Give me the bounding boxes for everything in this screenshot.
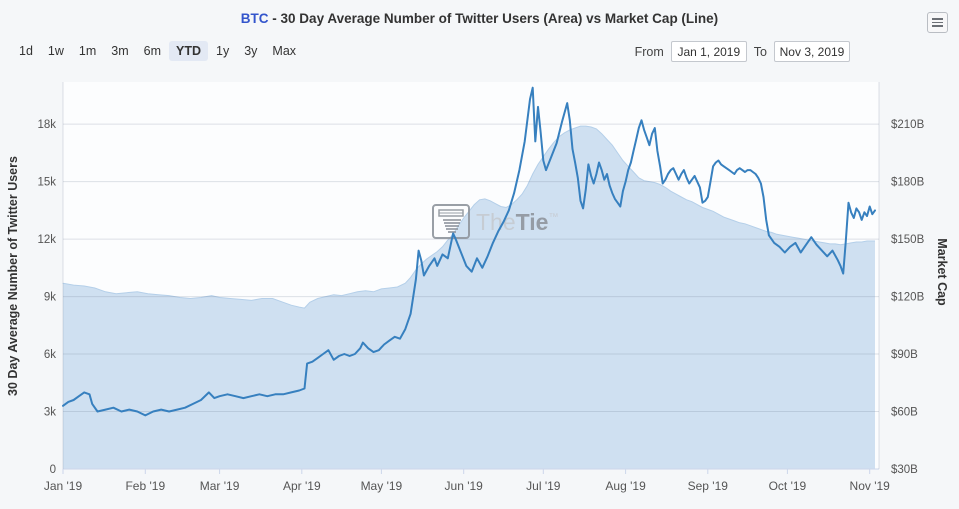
left-axis-tick-label: 18k xyxy=(37,119,56,131)
thetie-watermark-text: TheTie™ xyxy=(476,209,558,235)
right-axis-tick-label: $180B xyxy=(891,177,925,189)
right-axis-tick-label: $90B xyxy=(891,349,918,361)
chart-context-menu-button[interactable] xyxy=(927,12,948,33)
to-date-input[interactable] xyxy=(774,41,850,62)
to-label: To xyxy=(753,44,767,59)
x-axis-label: Nov '19 xyxy=(850,479,891,493)
chart-title-text: - 30 Day Average Number of Twitter Users… xyxy=(268,11,719,26)
market-cap-line-series xyxy=(62,86,876,417)
x-axis-label: Oct '19 xyxy=(769,479,807,493)
x-axis-label: Jan '19 xyxy=(44,479,83,493)
hamburger-icon xyxy=(932,18,943,20)
x-axis-label: Mar '19 xyxy=(200,479,240,493)
x-axis-label: Feb '19 xyxy=(125,479,165,493)
range-button-1y[interactable]: 1y xyxy=(216,44,230,58)
x-axis-label: Jul '19 xyxy=(526,479,561,493)
right-axis-tick-label: $210B xyxy=(891,119,925,131)
right-axis-tick-label: $120B xyxy=(891,292,925,304)
thetie-watermark-logo: TheTie™ xyxy=(432,204,558,239)
left-axis-tick-label: 6k xyxy=(44,349,56,361)
left-axis-tick-label: 15k xyxy=(37,177,56,189)
right-axis-tick-label: $60B xyxy=(891,407,918,419)
left-axis-tick-label: 3k xyxy=(44,407,56,419)
range-button-1m[interactable]: 1m xyxy=(78,44,97,58)
left-axis-tick-label: 0 xyxy=(50,464,56,476)
from-label: From xyxy=(634,44,664,59)
thetie-icon xyxy=(432,204,470,239)
right-axis-tick-label: $30B xyxy=(891,464,918,476)
x-axis-label: Aug '19 xyxy=(605,479,646,493)
range-button-ytd[interactable]: YTD xyxy=(169,41,209,61)
x-axis-label: Apr '19 xyxy=(283,479,321,493)
x-axis-label: Sep '19 xyxy=(688,479,729,493)
range-button-3m[interactable]: 3m xyxy=(111,44,129,58)
left-axis-tick-label: 12k xyxy=(37,234,56,246)
range-toolbar: 1d 1w 1m 3m 6m YTD 1y 3y Max From To xyxy=(0,41,959,65)
range-button-max[interactable]: Max xyxy=(272,44,297,58)
right-axis-tick-label: $150B xyxy=(891,234,925,246)
left-axis-tick-label: 9k xyxy=(44,292,56,304)
range-button-6m[interactable]: 6m xyxy=(143,44,162,58)
date-range-inputs: From To xyxy=(635,41,850,62)
left-axis-title: 30 Day Average Number of Twitter Users xyxy=(6,156,20,396)
range-button-3y[interactable]: 3y xyxy=(244,44,258,58)
x-axis-label: Jun '19 xyxy=(445,479,484,493)
x-axis-label: May '19 xyxy=(361,479,403,493)
range-button-1d[interactable]: 1d xyxy=(19,44,33,58)
twitter-users-area-series xyxy=(63,126,875,469)
range-selector: 1d 1w 1m 3m 6m YTD 1y 3y Max xyxy=(12,41,304,61)
right-axis-title: Market Cap xyxy=(935,238,949,306)
from-date-input[interactable] xyxy=(670,41,747,62)
twitter-users-area-edge xyxy=(62,125,875,309)
asset-symbol: BTC xyxy=(240,11,269,26)
page-title: BTC - 30 Day Average Number of Twitter U… xyxy=(0,11,959,26)
range-button-1w[interactable]: 1w xyxy=(47,44,64,58)
